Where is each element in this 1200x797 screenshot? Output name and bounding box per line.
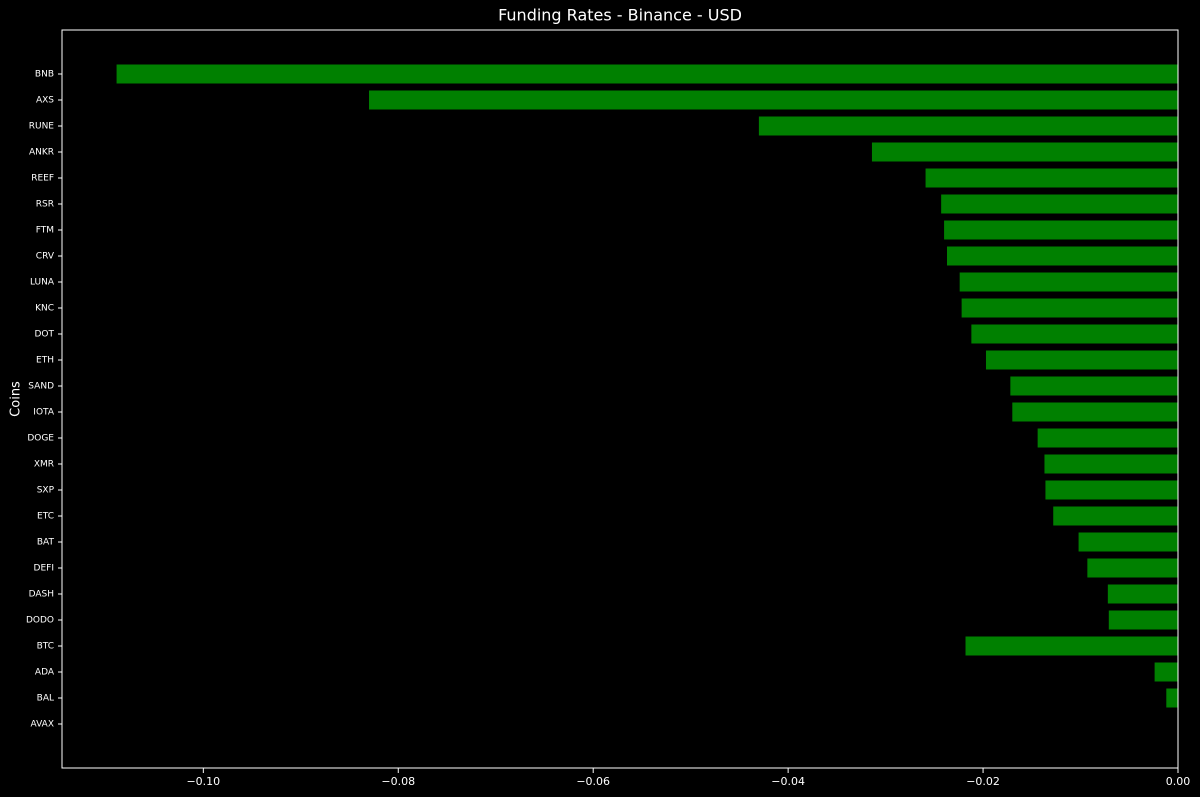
y-tick-label: KNC (35, 304, 54, 314)
y-tick-label: RUNE (29, 122, 55, 132)
plot-frame (61, 29, 1179, 769)
bar (1012, 402, 1178, 422)
y-tick-label: DOT (34, 330, 54, 340)
bar (1037, 428, 1178, 448)
bar (1078, 532, 1178, 552)
y-tick-label: IOTA (33, 408, 55, 418)
bar (1010, 376, 1178, 396)
bar (369, 90, 1178, 110)
bar (944, 220, 1178, 240)
y-tick-label: DEFI (34, 564, 54, 574)
y-tick-label: BAL (37, 694, 54, 704)
y-tick-label: ADA (35, 668, 55, 678)
x-tick-label: −0.04 (771, 775, 805, 788)
bar (971, 324, 1178, 344)
bar (1053, 506, 1178, 526)
bar (959, 272, 1178, 292)
y-tick-label: ETC (37, 512, 54, 522)
bar (947, 246, 1178, 266)
x-tick-label: 0.00 (1166, 775, 1191, 788)
y-tick-label: ANKR (29, 148, 54, 158)
y-tick-label: ETH (36, 356, 54, 366)
y-axis-label: Coins (9, 381, 24, 417)
y-tick-label: FTM (36, 226, 54, 236)
y-tick-label: DODO (26, 616, 54, 626)
bar (925, 168, 1178, 188)
bar (1044, 454, 1178, 474)
y-tick-label: AVAX (31, 720, 54, 730)
bar (1166, 688, 1178, 708)
y-tick-label: CRV (36, 252, 55, 262)
y-tick-label: XMR (34, 460, 54, 470)
bar (1087, 558, 1178, 578)
bar (871, 142, 1178, 162)
y-tick-label: BAT (37, 538, 55, 548)
bar (1154, 662, 1178, 682)
y-tick-label: SAND (28, 382, 54, 392)
y-tick-label: REEF (31, 174, 54, 184)
chart-title: Funding Rates - Binance - USD (498, 6, 742, 25)
y-tick-label: RSR (36, 200, 54, 210)
y-tick-label: AXS (36, 96, 54, 106)
bar (985, 350, 1178, 370)
y-tick-label: BNB (35, 70, 54, 80)
y-tick-label: BTC (37, 642, 54, 652)
y-tick-label: LUNA (30, 278, 55, 288)
bar (758, 116, 1178, 136)
bar (116, 64, 1178, 84)
x-tick-label: −0.06 (576, 775, 610, 788)
bar (965, 636, 1178, 656)
x-tick-label: −0.08 (381, 775, 415, 788)
y-tick-label: DASH (29, 590, 54, 600)
x-tick-label: −0.10 (186, 775, 220, 788)
y-tick-label: SXP (37, 486, 55, 496)
bar (1108, 610, 1178, 630)
bar (941, 194, 1178, 214)
bar (961, 298, 1178, 318)
bar (1045, 480, 1178, 500)
x-tick-label: −0.02 (966, 775, 1000, 788)
bar (1107, 584, 1178, 604)
y-tick-label: DOGE (27, 434, 54, 444)
